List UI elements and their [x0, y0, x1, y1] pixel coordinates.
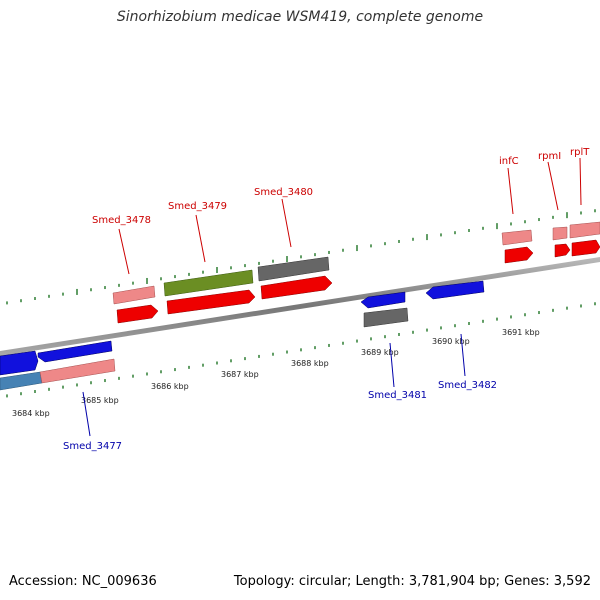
kbp-label: 3689 kbp [361, 348, 399, 357]
gene-smed-3479[interactable] [163, 269, 256, 315]
gene-smed-3477[interactable] [39, 358, 116, 384]
genome-title: Sinorhizobium medicae WSM419, complete g… [116, 9, 484, 25]
kbp-label: 3687 kbp [221, 370, 259, 379]
kbp-label: 3691 kbp [502, 328, 540, 337]
gene-label-smed-3482: Smed_3482 [438, 380, 497, 391]
kbp-label: 3690 kbp [432, 337, 470, 346]
gene-smed-3480[interactable] [257, 256, 333, 300]
gene-infc[interactable] [501, 229, 534, 264]
gene-smed-3481-blue[interactable] [360, 291, 406, 309]
gene-blue-left-a[interactable] [0, 350, 39, 376]
gene-label-smed-3478: Smed_3478 [92, 215, 151, 226]
bottom-tick-row [6, 302, 596, 398]
gene-steelblue-left[interactable] [0, 371, 43, 391]
gene-smed-3482[interactable] [425, 280, 485, 300]
gene-blue-left-b[interactable] [37, 340, 113, 363]
genome-backbone [0, 257, 600, 356]
top-tick-row [6, 209, 596, 305]
gene-rpmi[interactable] [552, 226, 571, 258]
kbp-label: 3685 kbp [81, 396, 119, 405]
kbp-label: 3686 kbp [151, 382, 189, 391]
gene-label-rplt: rplT [570, 147, 590, 158]
gene-labels: Smed_3478 Smed_3479 Smed_3480 infC rpmI … [63, 147, 590, 452]
leader-lines [82, 157, 582, 437]
gene-label-smed-3479: Smed_3479 [168, 201, 227, 212]
gene-smed-3478[interactable] [112, 285, 159, 324]
topology-text: Topology: circular; Length: 3,781,904 bp… [233, 574, 591, 589]
gene-label-smed-3480: Smed_3480 [254, 187, 313, 198]
gene-smed-3481[interactable] [363, 307, 409, 328]
accession-text: Accession: NC_009636 [9, 574, 157, 589]
gene-label-smed-3477: Smed_3477 [63, 441, 122, 452]
gene-rplt[interactable] [569, 221, 600, 257]
gene-label-infc: infC [499, 156, 519, 167]
gene-label-smed-3481: Smed_3481 [368, 390, 427, 401]
gene-label-rpmi: rpmI [538, 151, 561, 162]
kbp-label: 3688 kbp [291, 359, 329, 368]
kbp-label: 3684 kbp [12, 409, 50, 418]
kbp-labels: 3684 kbp 3685 kbp 3686 kbp 3687 kbp 3688… [12, 328, 540, 418]
